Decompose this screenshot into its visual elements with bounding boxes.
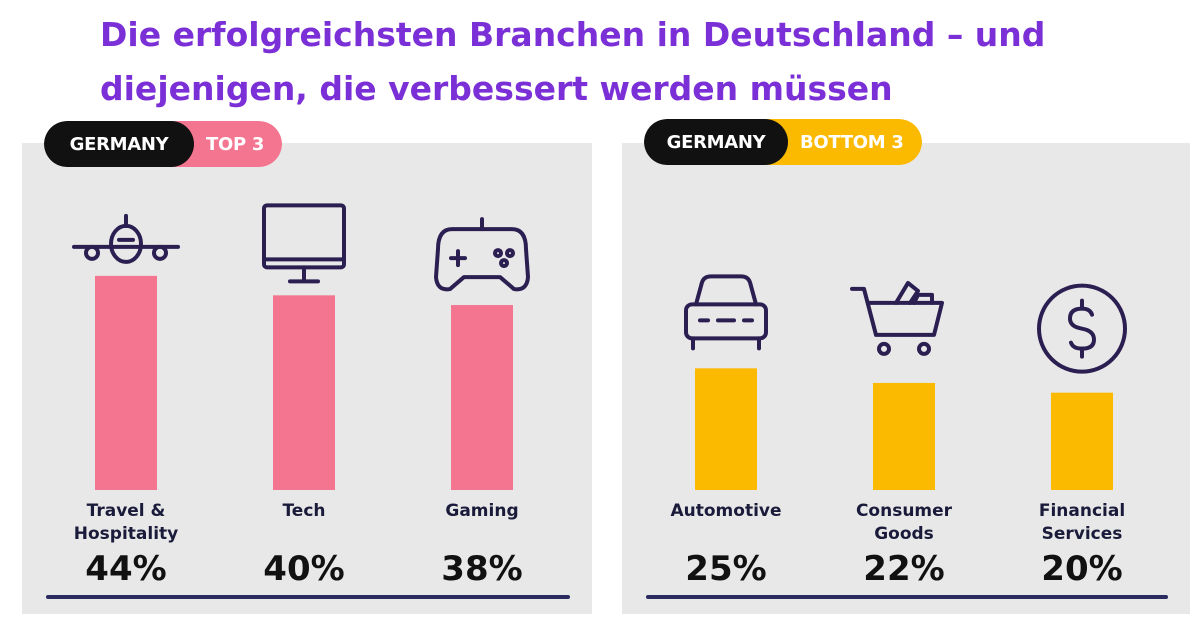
car-icon (684, 274, 768, 351)
value-label: 22% (863, 549, 944, 589)
shopping-cart-icon (850, 280, 944, 356)
badge-group: BOTTOM 3 (766, 119, 922, 165)
monitor-icon (262, 203, 346, 284)
value-label: 25% (685, 549, 766, 589)
category-label: Tech (282, 501, 325, 521)
bar-automotive (695, 368, 757, 490)
bar-gaming (451, 305, 513, 490)
gamepad-icon (434, 217, 530, 292)
top-3-badge: GERMANY TOP 3 (44, 121, 283, 167)
value-label: 40% (263, 549, 344, 589)
dollar-coin-icon (1037, 283, 1127, 374)
bar-financial-services (1051, 392, 1113, 490)
category-label: Travel & Hospitality (74, 501, 178, 544)
category-label: Consumer Goods (856, 501, 953, 544)
bottom-3-badge: GERMANY BOTTOM 3 (644, 119, 922, 165)
badge-group: TOP 3 (172, 121, 283, 167)
bar-tech (273, 295, 335, 490)
value-label: 44% (85, 549, 166, 589)
value-label: 38% (441, 549, 522, 589)
airplane-icon (72, 213, 180, 264)
badge-country: GERMANY (644, 119, 788, 165)
bar-consumer-goods (873, 382, 935, 490)
bar-travel-hospitality (95, 275, 157, 490)
category-label: Financial Services (1039, 501, 1125, 544)
page-title: Die erfolgreichsten Branchen in Deutschl… (100, 15, 1046, 108)
value-label: 20% (1041, 549, 1122, 589)
category-label: Automotive (670, 501, 781, 521)
badge-country: GERMANY (44, 121, 194, 167)
category-label: Gaming (445, 501, 518, 521)
